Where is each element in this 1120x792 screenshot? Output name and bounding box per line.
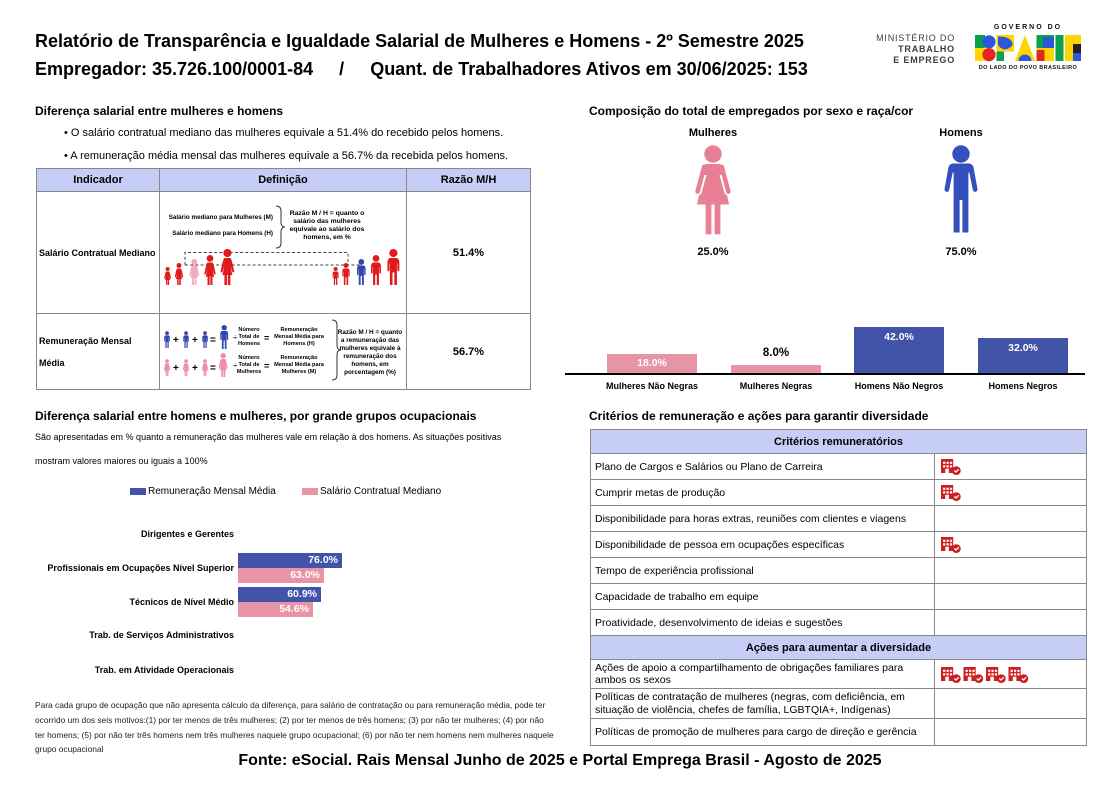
- svg-text:Homens: Homens: [238, 341, 260, 347]
- svg-text:remuneração dos: remuneração dos: [343, 353, 397, 360]
- svg-text:+: +: [192, 335, 198, 346]
- svg-text:Remuneração: Remuneração: [281, 355, 319, 361]
- svg-text:=: =: [264, 333, 269, 343]
- svg-text:salário das mulheres: salário das mulheres: [293, 218, 361, 225]
- svg-text:Salário mediano para Mulheres: Salário mediano para Mulheres (M): [169, 214, 273, 221]
- svg-text:=: =: [210, 335, 216, 346]
- svg-text:÷: ÷: [233, 333, 238, 342]
- svg-text:Total de: Total de: [238, 334, 259, 340]
- svg-text:Mensal Média para: Mensal Média para: [274, 334, 325, 340]
- svg-text:Razão M / H = quanto: Razão M / H = quanto: [338, 329, 403, 336]
- svg-text:+: +: [192, 363, 198, 374]
- svg-text:homens, em %: homens, em %: [303, 234, 351, 241]
- svg-text:porcentagem (%): porcentagem (%): [344, 369, 396, 376]
- svg-text:Total de: Total de: [238, 362, 259, 368]
- svg-text:Mulheres: Mulheres: [237, 369, 262, 375]
- svg-text:=: =: [264, 361, 269, 371]
- svg-text:Razão M / H = quanto o: Razão M / H = quanto o: [290, 210, 365, 217]
- svg-text:a remuneração das: a remuneração das: [341, 337, 400, 344]
- svg-text:Mensal Média para: Mensal Média para: [274, 362, 325, 368]
- svg-text:+: +: [173, 363, 179, 374]
- svg-text:Remuneração: Remuneração: [281, 327, 319, 333]
- svg-text:mulheres equivale à: mulheres equivale à: [339, 345, 401, 352]
- svg-text:+: +: [173, 335, 179, 346]
- svg-text:Número: Número: [238, 327, 260, 333]
- svg-text:Homens (H): Homens (H): [283, 341, 315, 347]
- svg-text:Mulheres (M): Mulheres (M): [282, 369, 317, 375]
- svg-text:Salário mediano para Homens (H: Salário mediano para Homens (H): [172, 230, 273, 237]
- svg-text:Número: Número: [238, 355, 260, 361]
- svg-text:equivale ao salário dos: equivale ao salário dos: [290, 226, 365, 233]
- svg-text:=: =: [210, 363, 216, 374]
- svg-text:÷: ÷: [233, 361, 238, 370]
- svg-text:homens, em: homens, em: [351, 361, 389, 368]
